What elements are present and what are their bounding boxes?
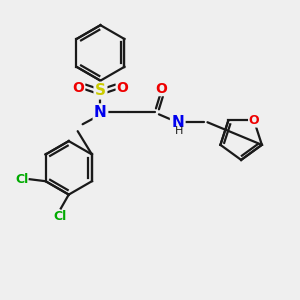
Text: N: N <box>94 105 107 120</box>
Text: O: O <box>73 81 85 94</box>
Text: Cl: Cl <box>15 173 28 186</box>
Text: O: O <box>249 114 259 127</box>
Text: N: N <box>171 115 184 130</box>
Text: O: O <box>155 82 167 96</box>
Text: H: H <box>175 126 183 136</box>
Text: Cl: Cl <box>53 210 67 223</box>
Text: O: O <box>116 81 128 94</box>
Text: S: S <box>95 83 106 98</box>
